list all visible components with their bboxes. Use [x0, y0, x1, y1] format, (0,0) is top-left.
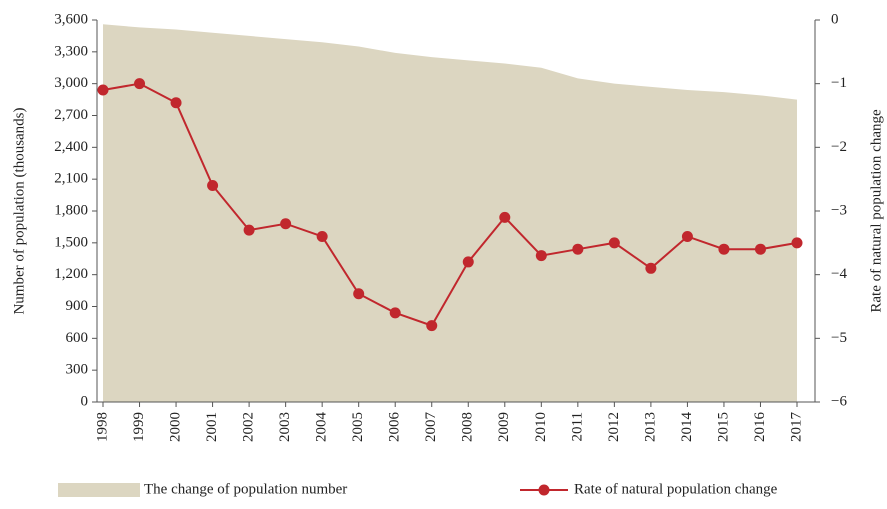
x-tick-label: 2014 [679, 412, 695, 443]
area [103, 24, 797, 402]
y-tick-label: 900 [66, 298, 89, 314]
y2-tick-label: −6 [831, 393, 847, 409]
marker [207, 180, 219, 192]
marker [280, 218, 292, 230]
x-tick-label: 2012 [606, 412, 622, 442]
legend-label: The change of population number [144, 481, 347, 497]
marker [353, 288, 365, 300]
y2-tick-label: 0 [831, 11, 839, 27]
y2-tick-label: −3 [831, 202, 847, 218]
y-tick-label: 1,800 [54, 202, 88, 218]
x-tick-label: 1998 [94, 412, 110, 442]
marker [608, 237, 620, 249]
marker [718, 243, 730, 255]
x-tick-label: 2009 [496, 412, 512, 442]
y-tick-label: 1,200 [54, 266, 88, 282]
marker [572, 243, 584, 255]
x-tick-label: 2005 [350, 412, 366, 442]
y2-tick-label: −5 [831, 330, 847, 346]
y-tick-label: 0 [81, 393, 89, 409]
x-tick-label: 2003 [277, 412, 293, 442]
y-tick-label: 2,400 [54, 139, 88, 155]
x-tick-label: 2008 [460, 412, 476, 442]
x-tick-label: 2002 [241, 412, 257, 442]
y-tick-label: 600 [66, 330, 89, 346]
marker [645, 262, 657, 274]
y-tick-label: 3,000 [54, 75, 88, 91]
y-tick-label: 1,500 [54, 234, 88, 250]
marker [97, 84, 109, 96]
marker [389, 307, 401, 319]
y2-tick-label: −4 [831, 266, 847, 282]
marker [791, 237, 803, 249]
y-tick-label: 2,100 [54, 171, 88, 187]
x-tick-label: 2001 [204, 412, 220, 442]
legend-marker [538, 484, 550, 496]
y-tick-label: 300 [66, 362, 89, 378]
x-tick-label: 2004 [314, 412, 330, 443]
x-tick-label: 2015 [715, 412, 731, 442]
x-tick-label: 2000 [167, 412, 183, 442]
marker [170, 97, 182, 109]
x-tick-label: 1999 [131, 412, 147, 442]
line [102, 82, 798, 327]
x-tick-label: 2017 [788, 412, 804, 443]
x-tick-label: 2010 [533, 412, 549, 442]
marker [426, 320, 438, 332]
x-tick-label: 2013 [642, 412, 658, 442]
marker [754, 243, 766, 255]
legend-label: Rate of natural population change [574, 481, 778, 497]
legend-swatch [58, 483, 140, 497]
y-tick-label: 2,700 [54, 107, 88, 123]
marker [243, 224, 255, 236]
y-tick-label: 3,300 [54, 43, 88, 59]
marker [134, 78, 146, 90]
marker [535, 250, 547, 262]
x-tick-label: 2016 [752, 412, 768, 443]
x-tick-label: 2007 [423, 412, 439, 443]
y-tick-label: 3,600 [54, 11, 88, 27]
marker [316, 230, 328, 242]
marker [681, 230, 693, 242]
y-axis-title: Number of population (thousands) [11, 107, 27, 314]
x-tick-label: 2006 [387, 412, 403, 443]
y2-tick-label: −1 [831, 75, 847, 91]
x-tick-label: 2011 [569, 412, 585, 441]
marker [499, 211, 511, 223]
y2-tick-label: −2 [831, 139, 847, 155]
marker [462, 256, 474, 268]
y2-axis-title: Rate of natural population change [868, 109, 884, 313]
